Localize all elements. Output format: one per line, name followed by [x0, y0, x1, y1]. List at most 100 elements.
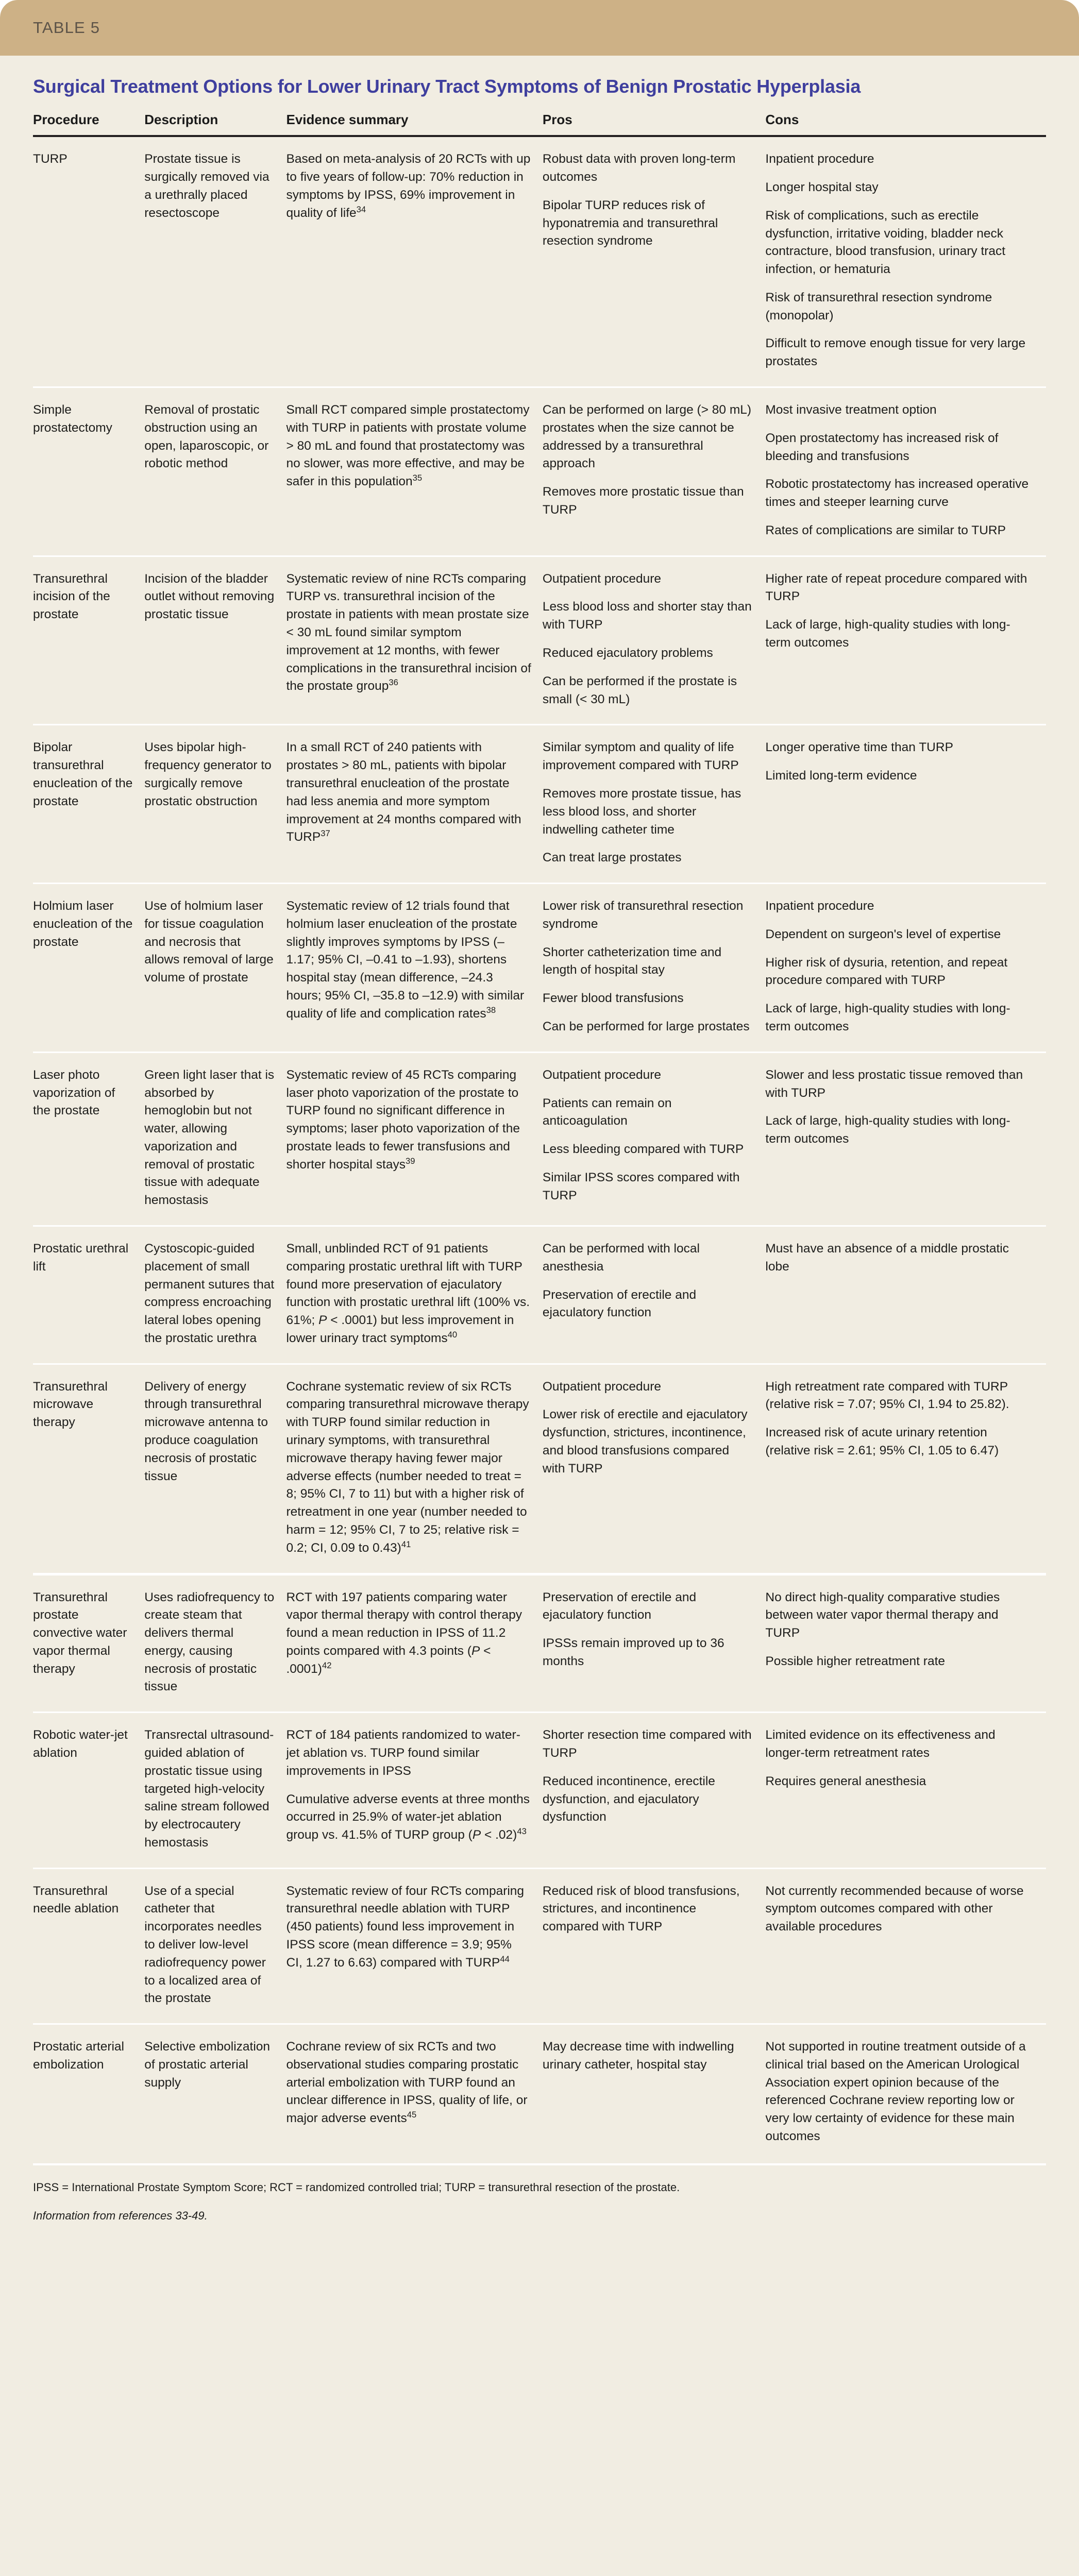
description: Use of holmium laser for tissue coagulat…: [144, 897, 275, 987]
procedure-name: TURP: [33, 152, 68, 166]
pro-item: Preservation of erectile and ejaculatory…: [542, 1287, 697, 1320]
con-item: Inpatient procedure: [765, 152, 874, 166]
cell-description: Prostate tissue is surgically removed vi…: [144, 136, 286, 387]
table-row: Transurethral microwave therapy Delivery …: [33, 1364, 1046, 1574]
description: Uses bipolar high-frequency generator to…: [144, 739, 275, 810]
evidence: Systematic review of four RCTs comparing…: [286, 1883, 531, 1972]
con-item: Longer operative time than TURP: [765, 740, 953, 755]
pro-item: Outpatient procedure: [542, 1379, 662, 1394]
description-item: Incision of the bladder outlet without r…: [144, 571, 275, 622]
con-item: Increased risk of acute urinary retentio…: [765, 1426, 999, 1458]
con: Inpatient procedure Longer hospital stay R…: [765, 150, 1035, 371]
pro-item: Reduced incontinence, erectile dysfuncti…: [542, 1774, 715, 1824]
con: No direct high-quality comparative studi…: [765, 1589, 1035, 1671]
pro-item: Outpatient procedure: [542, 1067, 662, 1082]
cell-pros: Outpatient procedure Less blood loss and …: [543, 556, 766, 725]
procedure-name: Prostatic arterial embolization: [33, 2040, 125, 2072]
pro: Similar symptom and quality of life impr…: [543, 739, 754, 867]
cell-procedure: Laser photo vaporization of the prostate: [33, 1052, 144, 1226]
pro: Robust data with proven long-term outcom…: [543, 150, 754, 250]
procedure-name: Transurethral incision of the prostate: [33, 571, 110, 622]
cell-cons: Slower and less prostatic tissue removed…: [765, 1052, 1046, 1226]
evidence: Systematic review of 45 RCTs comparing l…: [286, 1066, 531, 1174]
cell-cons: Inpatient procedure Dependent on surgeon'…: [765, 884, 1046, 1053]
cell-procedure: Prostatic arterial embolization: [33, 2024, 144, 2161]
cell-procedure: TURP: [33, 136, 144, 387]
cell-evidence-summary: In a small RCT of 240 patients with pros…: [286, 725, 542, 884]
description-item: Uses bipolar high-frequency generator to…: [144, 740, 272, 808]
table-body-rows: TURP Prostate tissue is surgically remove…: [33, 136, 1046, 2161]
column-header-evidence: Evidence summary: [286, 112, 409, 128]
cell-evidence-summary: Cochrane systematic review of six RCTs c…: [286, 1364, 542, 1574]
cell-procedure: Transurethral incision of the prostate: [33, 556, 144, 725]
con: Limited evidence on its effectiveness an…: [765, 1726, 1035, 1790]
cell-cons: Limited evidence on its effectiveness an…: [765, 1713, 1046, 1868]
pro-item: Bipolar TURP reduces risk of hyponatremi…: [542, 198, 718, 248]
table-row: Prostatic arterial embolization Selective…: [33, 2024, 1046, 2161]
con: Must have an absence of a middle prostat…: [765, 1240, 1035, 1276]
description: Incision of the bladder outlet without r…: [144, 570, 275, 624]
procedure-name: Laser photo vaporization of the prostate: [33, 1067, 115, 1118]
con-item: Lack of large, high-quality studies with…: [765, 618, 1010, 650]
pro-item: Similar IPSS scores compared with TURP: [542, 1170, 740, 1202]
con-item: Risk of transurethral resection syndrome…: [765, 290, 992, 323]
table-footnotes: IPSS = International Prostate Symptom Sc…: [33, 2165, 1046, 2245]
pro-item: Lower risk of transurethral resection sy…: [542, 899, 744, 931]
cell-evidence-summary: Small RCT compared simple prostatectomy …: [286, 387, 542, 556]
con: Longer operative time than TURP Limited l…: [765, 739, 1035, 785]
con-item: Possible higher retreatment rate: [765, 1654, 946, 1668]
pro-item: Preservation of erectile and ejaculatory…: [542, 1590, 697, 1622]
description-item: Prostate tissue is surgically removed vi…: [144, 152, 269, 220]
description: Uses radiofrequency to create steam that…: [144, 1589, 275, 1697]
table-row: Holmium laser enucleation of the prostat…: [33, 883, 1046, 1053]
column-header-description: Description: [144, 112, 218, 128]
description: Use of a special catheter that incorpora…: [144, 1883, 275, 2008]
table-head: Procedure Description Evidence summary P…: [33, 112, 1046, 137]
con-item: Difficult to remove enough tissue for ve…: [765, 336, 1026, 369]
column-header-cons: Cons: [765, 112, 799, 128]
cell-evidence-summary: Small, unblinded RCT of 91 patients comp…: [286, 1226, 542, 1364]
description: Green light laser that is absorbed by he…: [144, 1066, 275, 1210]
pro-item: Can be performed on large (> 80 mL) pros…: [542, 403, 752, 471]
table-header-row: Procedure Description Evidence summary P…: [33, 112, 1046, 137]
con-item: Dependent on surgeon's level of expertis…: [765, 927, 1001, 941]
column-header-procedure: Procedure: [33, 112, 99, 128]
con-item: Must have an absence of a middle prostat…: [765, 1242, 1009, 1274]
cell-cons: High retreatment rate compared with TURP…: [765, 1364, 1046, 1574]
pro-item: Can be performed if the prostate is smal…: [542, 674, 737, 706]
con-item: Most invasive treatment option: [765, 403, 937, 417]
con: High retreatment rate compared with TURP…: [765, 1378, 1035, 1460]
evidence-item: RCT of 184 patients randomized to water-…: [286, 1728, 520, 1778]
abbreviations-note: IPSS = International Prostate Symptom Sc…: [33, 2180, 680, 2194]
description-item: Removal of prostatic obstruction using a…: [144, 403, 269, 471]
table-row: Laser photo vaporization of the prostate…: [33, 1052, 1046, 1226]
con-item: Not supported in routine treatment outsi…: [765, 2040, 1026, 2144]
pro-item: May decrease time with indwelling urinar…: [542, 2040, 734, 2072]
description: Transrectal ultrasound-guided ablation o…: [144, 1726, 275, 1852]
evidence: Cochrane systematic review of six RCTs c…: [286, 1378, 531, 1557]
cell-cons: Inpatient procedure Longer hospital stay R…: [765, 136, 1046, 387]
cell-pros: May decrease time with indwelling urinar…: [543, 2024, 766, 2161]
procedure-name: Transurethral prostate convective water …: [33, 1590, 127, 1676]
evidence: Cochrane review of six RCTs and two obse…: [286, 2038, 531, 2128]
cell-pros: Lower risk of transurethral resection sy…: [543, 884, 766, 1053]
pro: Can be performed with local anesthesia Pr…: [543, 1240, 754, 1322]
con-item: Lack of large, high-quality studies with…: [765, 1002, 1010, 1033]
table-row: Transurethral needle ablation Use of a sp…: [33, 1868, 1046, 2024]
procedure-name: Holmium laser enucleation of the prostat…: [33, 899, 133, 949]
pro: Outpatient procedure Patients can remain …: [543, 1066, 754, 1205]
con: Not currently recommended because of wor…: [765, 1883, 1035, 1936]
con-item: Rates of complications are similar to TU…: [765, 523, 1006, 537]
source-note: Information from references 33-49.: [33, 2209, 208, 2222]
cell-description: Selective embolization of prostatic arte…: [144, 2024, 286, 2161]
cell-evidence-summary: RCT with 197 patients comparing water va…: [286, 1574, 542, 1713]
cell-cons: Must have an absence of a middle prostat…: [765, 1226, 1046, 1364]
evidence: Small RCT compared simple prostatectomy …: [286, 401, 531, 491]
pro-item: Shorter resection time compared with TUR…: [542, 1728, 752, 1760]
description-item: Cystoscopic-guided placement of small pe…: [144, 1242, 275, 1345]
description-item: Green light laser that is absorbed by he…: [144, 1067, 275, 1208]
cell-cons: Not supported in routine treatment outsi…: [765, 2024, 1046, 2161]
pro-item: Reduced ejaculatory problems: [542, 646, 713, 660]
evidence: Small, unblinded RCT of 91 patients comp…: [286, 1240, 531, 1348]
cell-evidence-summary: RCT of 184 patients randomized to water-…: [286, 1713, 542, 1868]
